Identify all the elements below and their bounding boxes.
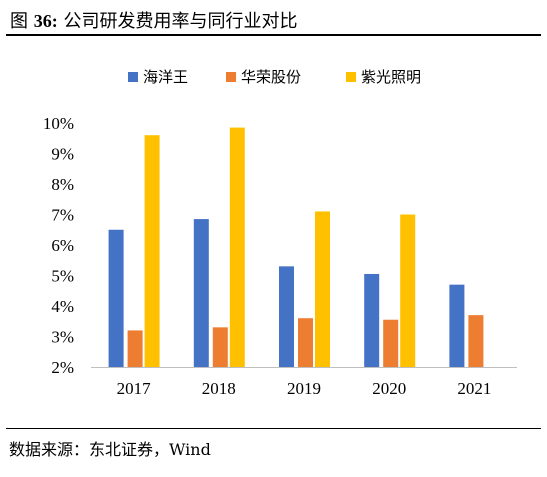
bar [108, 229, 124, 367]
y-tick-label: 9% [51, 145, 74, 164]
figure-title: 图 36: 公司研发费用率与同行业对比 [10, 7, 297, 33]
x-tick-label: 2021 [457, 379, 491, 398]
y-tick-label: 2% [51, 358, 74, 377]
bar [383, 319, 399, 367]
bar [468, 315, 484, 367]
y-tick-label: 3% [51, 328, 74, 347]
x-tick-label: 2018 [202, 379, 236, 398]
footer-rule [6, 428, 541, 429]
y-tick-label: 4% [51, 297, 74, 316]
legend-label: 海洋王 [143, 68, 188, 86]
x-tick-label: 2020 [372, 379, 406, 398]
legend-label: 华荣股份 [241, 68, 301, 86]
bar [400, 214, 416, 367]
legend-swatch [226, 72, 236, 82]
y-tick-label: 8% [51, 175, 74, 194]
bar [449, 284, 465, 367]
bar [298, 318, 313, 367]
source-note: 数据来源：东北证券，Wind [9, 440, 211, 459]
figure-header: 图 36: 公司研发费用率与同行业对比 [6, 4, 541, 36]
bar [364, 273, 380, 367]
bar [315, 211, 330, 367]
x-tick-label: 2019 [287, 379, 321, 398]
figure-number: 36: [33, 11, 58, 31]
bar [193, 219, 209, 367]
bar [144, 135, 160, 367]
y-tick-label: 10% [43, 114, 74, 133]
y-tick-label: 5% [51, 267, 74, 286]
figure-title-text: 公司研发费用率与同行业对比 [63, 11, 298, 32]
figure-label-prefix: 图 [10, 11, 28, 32]
chart-legend: 海洋王 华荣股份 紫光照明 [128, 68, 421, 86]
y-tick-label: 6% [51, 236, 74, 255]
bar [279, 266, 294, 367]
bar [212, 327, 228, 367]
y-axis: 2% 3% 4% 5% 6% 7% 8% 9% 10% [43, 114, 74, 377]
x-axis: 2017 2018 2019 2020 2021 [91, 367, 517, 398]
bar [127, 330, 143, 367]
legend-swatch [346, 72, 356, 82]
bar [229, 127, 245, 367]
bar-series-group [108, 127, 484, 367]
y-tick-label: 7% [51, 206, 74, 225]
header-rule [6, 34, 541, 36]
legend-label: 紫光照明 [361, 68, 421, 86]
legend-swatch [128, 72, 138, 82]
x-tick-label: 2017 [117, 379, 152, 398]
